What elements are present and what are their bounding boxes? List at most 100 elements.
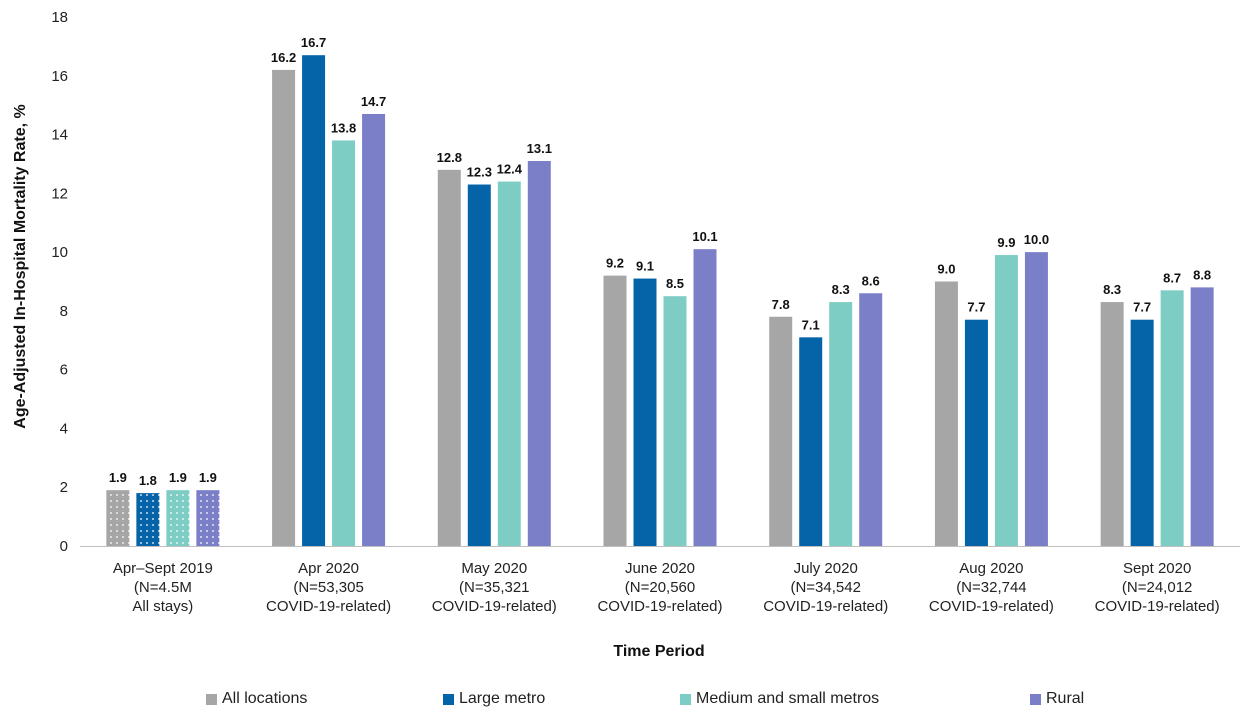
y-tick-label: 2 bbox=[60, 479, 68, 496]
bar bbox=[603, 275, 627, 546]
bar bbox=[497, 181, 521, 547]
y-tick-label: 16 bbox=[51, 68, 68, 85]
legend-label-large-metro: Large metro bbox=[459, 690, 546, 707]
bar bbox=[166, 490, 190, 546]
bar bbox=[859, 293, 883, 546]
data-label: 13.8 bbox=[331, 120, 356, 135]
legend-item-medium-small-metros: Medium and small metros bbox=[680, 690, 879, 708]
bar bbox=[437, 169, 461, 547]
x-tick-label: COVID-19-related) bbox=[929, 598, 1054, 615]
data-label: 9.1 bbox=[636, 259, 654, 274]
legend-swatch-rural bbox=[1030, 693, 1041, 705]
x-tick-label: COVID-19-related) bbox=[763, 598, 888, 615]
y-axis-title: Age-Adjusted In-Hospital Mortality Rate,… bbox=[12, 104, 29, 428]
data-label: 8.5 bbox=[666, 276, 684, 291]
data-label: 9.9 bbox=[997, 235, 1015, 250]
x-tick-label: (N=32,744 bbox=[956, 579, 1026, 596]
x-tick-label: (N=53,305 bbox=[293, 579, 363, 596]
data-label: 1.9 bbox=[199, 470, 217, 485]
x-tick-label: COVID-19-related) bbox=[432, 598, 557, 615]
data-label: 8.3 bbox=[1103, 282, 1121, 297]
data-label: 7.8 bbox=[772, 297, 790, 312]
x-tick-label: COVID-19-related) bbox=[1095, 598, 1220, 615]
data-label: 13.1 bbox=[527, 141, 552, 156]
bar bbox=[332, 140, 356, 546]
data-label: 10.0 bbox=[1024, 232, 1049, 247]
legend-item-rural: Rural bbox=[1030, 690, 1084, 708]
bar bbox=[272, 69, 296, 547]
x-tick-label: COVID-19-related) bbox=[266, 598, 391, 615]
legend-swatch-large-metro bbox=[443, 693, 454, 705]
x-tick-label: (N=24,012 bbox=[1122, 579, 1192, 596]
x-tick-label: (N=4.5M bbox=[134, 579, 192, 596]
bar bbox=[196, 490, 220, 546]
data-label: 9.2 bbox=[606, 256, 624, 271]
legend-item-all-locations: All locations bbox=[206, 690, 307, 708]
y-tick-label: 6 bbox=[60, 362, 68, 379]
data-label: 8.7 bbox=[1163, 270, 1181, 285]
bar bbox=[1160, 290, 1184, 546]
x-tick-label: (N=20,560 bbox=[625, 579, 695, 596]
bar bbox=[527, 161, 551, 546]
y-tick-label: 18 bbox=[51, 9, 68, 26]
bar bbox=[467, 184, 491, 546]
data-label: 8.8 bbox=[1193, 267, 1211, 282]
bar bbox=[693, 249, 717, 546]
data-label: 1.9 bbox=[169, 470, 187, 485]
bar bbox=[829, 302, 853, 546]
x-tick-label: Apr 2020 bbox=[298, 560, 359, 577]
chart: 0 2 4 6 8 10 12 14 16 18 1.9 1.8 1.9 1.9 Apr–Sept 2019… bbox=[12, 9, 1240, 660]
bar bbox=[1100, 302, 1124, 546]
data-label: 9.0 bbox=[937, 262, 955, 277]
x-tick-label: (N=35,321 bbox=[459, 579, 529, 596]
data-label: 7.1 bbox=[802, 317, 820, 332]
bar bbox=[994, 255, 1018, 547]
bar bbox=[769, 316, 793, 546]
legend-item-large-metro: Large metro bbox=[443, 690, 545, 708]
bar bbox=[362, 113, 386, 546]
data-label: 10.1 bbox=[692, 229, 717, 244]
y-tick-label: 4 bbox=[60, 420, 68, 437]
x-tick-label: All stays) bbox=[132, 598, 193, 615]
data-label: 7.7 bbox=[967, 300, 985, 315]
y-tick-label: 8 bbox=[60, 303, 68, 320]
x-tick-label: May 2020 bbox=[461, 560, 527, 577]
x-tick-label: June 2020 bbox=[625, 560, 695, 577]
x-tick-label: Apr–Sept 2019 bbox=[113, 560, 213, 577]
data-label: 7.7 bbox=[1133, 300, 1151, 315]
data-label: 1.8 bbox=[139, 473, 157, 488]
legend-label-rural: Rural bbox=[1046, 690, 1085, 707]
y-tick-label: 14 bbox=[51, 127, 68, 144]
bar bbox=[1024, 252, 1048, 546]
data-label: 12.8 bbox=[437, 150, 462, 165]
data-label: 14.7 bbox=[361, 94, 386, 109]
data-label: 16.7 bbox=[301, 35, 326, 50]
bar bbox=[964, 319, 988, 546]
legend-label-all-locations: All locations bbox=[222, 690, 308, 707]
y-tick-label: 0 bbox=[60, 538, 68, 555]
x-tick-label: (N=34,542 bbox=[790, 579, 860, 596]
y-tick-label: 10 bbox=[51, 244, 68, 261]
bar bbox=[663, 296, 687, 546]
bar bbox=[106, 490, 130, 546]
data-label: 8.6 bbox=[862, 273, 880, 288]
bar bbox=[799, 337, 823, 546]
legend: All locations Large metro Medium and sma… bbox=[0, 690, 1243, 712]
data-label: 12.4 bbox=[497, 162, 523, 177]
bar bbox=[1130, 319, 1154, 546]
x-tick-label: Aug 2020 bbox=[959, 560, 1023, 577]
bar bbox=[302, 55, 326, 546]
x-axis-title: Time Period bbox=[613, 643, 704, 660]
x-tick-label: COVID-19-related) bbox=[597, 598, 722, 615]
bar bbox=[934, 281, 958, 546]
bar bbox=[1190, 287, 1214, 546]
x-tick-label: Sept 2020 bbox=[1123, 560, 1191, 577]
x-tick-label: July 2020 bbox=[794, 560, 858, 577]
legend-swatch-all-locations bbox=[206, 693, 217, 705]
y-tick-label: 12 bbox=[51, 185, 68, 202]
data-label: 16.2 bbox=[271, 50, 296, 65]
legend-label-medium-small-metros: Medium and small metros bbox=[696, 690, 880, 707]
data-label: 1.9 bbox=[109, 470, 127, 485]
legend-swatch-medium-small-metros bbox=[680, 693, 691, 705]
bar bbox=[136, 493, 160, 546]
